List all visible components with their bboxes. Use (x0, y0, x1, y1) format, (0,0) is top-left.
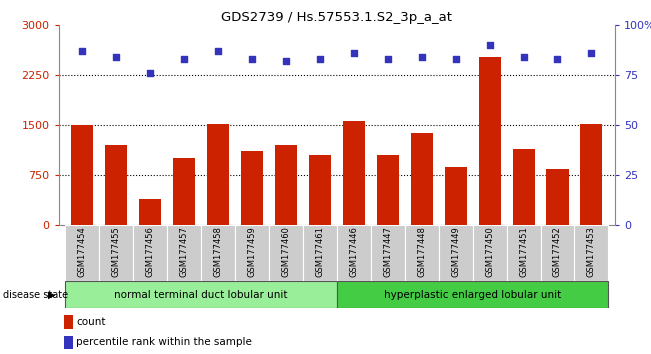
Text: GSM177453: GSM177453 (587, 227, 596, 278)
Bar (235, 225, 269, 281)
Bar (343, 121, 365, 225)
Point (111, 54, 122, 59)
Bar (411, 133, 433, 225)
Point (77, 48, 87, 53)
Bar (405, 225, 439, 281)
Point (213, 48, 223, 53)
Title: GDS2739 / Hs.57553.1.S2_3p_a_at: GDS2739 / Hs.57553.1.S2_3p_a_at (221, 11, 452, 24)
Bar (546, 169, 568, 225)
Text: GSM177456: GSM177456 (146, 227, 155, 278)
Bar (201, 225, 235, 281)
Text: GSM177460: GSM177460 (281, 227, 290, 278)
Point (518, 54, 529, 59)
Bar (337, 225, 371, 281)
Text: GSM177451: GSM177451 (519, 227, 528, 277)
Text: GSM177449: GSM177449 (451, 227, 460, 277)
Text: count: count (76, 317, 106, 327)
Bar (540, 225, 574, 281)
Text: GSM177447: GSM177447 (383, 227, 393, 278)
Point (417, 54, 427, 59)
Bar (377, 155, 399, 225)
Bar (65, 225, 100, 281)
Point (383, 56, 393, 62)
Bar (574, 225, 609, 281)
Bar (303, 225, 337, 281)
Text: ▶: ▶ (48, 290, 55, 299)
Point (281, 58, 291, 64)
Text: disease state: disease state (3, 290, 68, 299)
Text: GSM177459: GSM177459 (247, 227, 256, 277)
Text: percentile rank within the sample: percentile rank within the sample (76, 337, 253, 348)
Bar (439, 225, 473, 281)
Bar (139, 199, 161, 225)
Bar (65, 281, 337, 308)
Bar (64, 315, 72, 329)
Bar (275, 145, 297, 225)
Bar (269, 225, 303, 281)
Point (179, 56, 189, 62)
Bar (167, 225, 201, 281)
Bar (241, 152, 263, 225)
Point (314, 56, 325, 62)
Bar (371, 225, 405, 281)
Text: GSM177458: GSM177458 (214, 227, 223, 278)
Bar (445, 167, 467, 225)
Text: GSM177446: GSM177446 (350, 227, 358, 278)
Text: normal terminal duct lobular unit: normal terminal duct lobular unit (115, 290, 288, 300)
Point (587, 50, 597, 56)
Bar (512, 149, 534, 225)
Bar (581, 124, 602, 225)
Bar (105, 145, 128, 225)
Bar (309, 155, 331, 225)
Point (552, 56, 562, 62)
Point (349, 50, 359, 56)
Bar (72, 125, 93, 225)
Text: GSM177461: GSM177461 (316, 227, 324, 278)
Bar (506, 225, 540, 281)
Text: hyperplastic enlarged lobular unit: hyperplastic enlarged lobular unit (384, 290, 561, 300)
Bar (133, 225, 167, 281)
Bar (173, 158, 195, 225)
Bar (478, 57, 501, 225)
Text: GSM177450: GSM177450 (485, 227, 494, 277)
Bar (473, 225, 506, 281)
Point (145, 70, 156, 76)
Text: GSM177455: GSM177455 (112, 227, 121, 277)
Point (247, 56, 257, 62)
Text: GSM177448: GSM177448 (417, 227, 426, 278)
Bar (100, 225, 133, 281)
Point (450, 56, 461, 62)
Bar (337, 281, 609, 308)
Point (484, 42, 495, 48)
Bar (207, 124, 229, 225)
Text: GSM177457: GSM177457 (180, 227, 189, 278)
Text: GSM177454: GSM177454 (78, 227, 87, 277)
Text: GSM177452: GSM177452 (553, 227, 562, 277)
Bar (64, 336, 72, 349)
